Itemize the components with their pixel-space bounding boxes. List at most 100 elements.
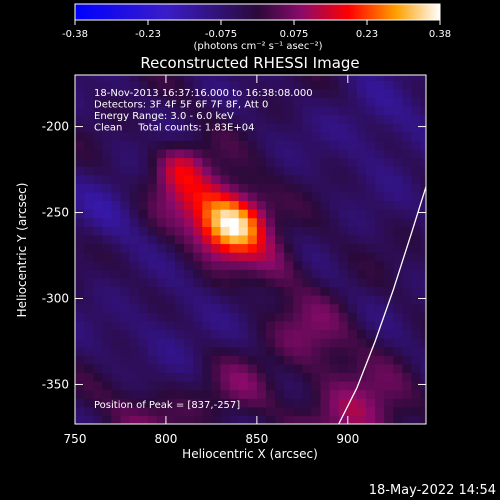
heatmap-cell <box>184 320 194 331</box>
heatmap-cell <box>111 389 122 399</box>
heatmap-cell <box>320 131 331 141</box>
heatmap-cell <box>156 80 167 90</box>
heatmap-cell <box>338 191 349 202</box>
heatmap-cell <box>165 338 176 348</box>
heatmap-cell <box>284 329 294 339</box>
heatmap-cell <box>129 372 140 382</box>
heatmap-cell <box>165 277 176 288</box>
heatmap-cell <box>202 80 212 90</box>
heatmap-cell <box>275 269 285 279</box>
heatmap-cell <box>147 131 158 141</box>
heatmap-cell <box>338 226 349 236</box>
heatmap-cell <box>84 381 94 391</box>
heatmap-cell <box>165 209 176 219</box>
heatmap-cell <box>365 174 376 184</box>
heatmap-cell <box>302 329 313 339</box>
heatmap-cell <box>420 269 426 279</box>
heatmap-cell <box>356 269 367 279</box>
heatmap-cell <box>375 131 385 141</box>
heatmap-cell <box>365 209 376 219</box>
heatmap-cell <box>384 260 394 270</box>
heatmap-cell <box>293 166 303 176</box>
heatmap-cell <box>347 346 358 356</box>
heatmap-cell <box>265 295 276 305</box>
heatmap-cell <box>393 166 403 176</box>
heatmap-cell <box>275 312 285 322</box>
heatmap-cell <box>193 183 203 193</box>
heatmap-cell <box>420 166 426 176</box>
heatmap-cell <box>356 260 367 270</box>
heatmap-cell <box>420 140 426 150</box>
heatmap-cell <box>147 174 158 184</box>
heatmap-cell <box>102 406 112 417</box>
heatmap-cell <box>138 209 149 219</box>
heatmap-cell <box>420 226 426 236</box>
heatmap-cell <box>120 209 131 219</box>
heatmap-cell <box>402 80 413 90</box>
heatmap-cell <box>202 398 212 408</box>
heatmap-cell <box>293 329 303 339</box>
heatmap-cell <box>84 286 94 296</box>
heatmap-cell <box>84 80 94 90</box>
heatmap-cell <box>256 114 267 124</box>
heatmap-cell <box>238 346 249 356</box>
heatmap-cell <box>365 277 376 288</box>
heatmap-cell <box>384 140 394 150</box>
heatmap-cell <box>156 312 167 322</box>
heatmap-cell <box>293 363 303 374</box>
heatmap-cell <box>120 252 131 262</box>
heatmap-cell <box>184 346 194 356</box>
heatmap-cell <box>165 355 176 365</box>
heatmap-cell <box>356 406 367 417</box>
heatmap-cell <box>238 200 249 210</box>
heatmap-cell <box>120 320 131 331</box>
heatmap-cell <box>293 381 303 391</box>
heatmap-cell <box>302 148 313 159</box>
heatmap-cell <box>375 389 385 399</box>
annotation-line: 18-Nov-2013 16:37:16.000 to 16:38:08.000 <box>94 88 313 99</box>
heatmap-cell <box>111 286 122 296</box>
heatmap-cell <box>347 406 358 417</box>
heatmap-cell <box>338 234 349 245</box>
heatmap-cell <box>138 174 149 184</box>
heatmap-cell <box>402 252 413 262</box>
heatmap-cell <box>175 131 185 141</box>
heatmap-cell <box>220 355 231 365</box>
heatmap-cell <box>238 329 249 339</box>
heatmap-cell <box>229 217 240 227</box>
heatmap-cell <box>284 415 294 424</box>
heatmap-cell <box>375 114 385 124</box>
heatmap-cell <box>129 320 140 331</box>
heatmap-cell <box>393 105 403 116</box>
heatmap-cell <box>184 277 194 288</box>
heatmap-cell <box>202 209 212 219</box>
heatmap-cell <box>175 312 185 322</box>
heatmap-cell <box>265 269 276 279</box>
heatmap-cell <box>129 338 140 348</box>
heatmap-cell <box>420 260 426 270</box>
heatmap-cell <box>138 75 149 81</box>
heatmap-cell <box>320 406 331 417</box>
heatmap-cell <box>129 217 140 227</box>
heatmap-cell <box>302 114 313 124</box>
heatmap-cell <box>365 157 376 167</box>
heatmap-cell <box>111 131 122 141</box>
heatmap-cell <box>156 114 167 124</box>
heatmap-cell <box>402 88 413 98</box>
heatmap-cell <box>338 140 349 150</box>
heatmap-cell <box>129 75 140 81</box>
heatmap-cell <box>120 114 131 124</box>
heatmap-cell <box>211 252 222 262</box>
heatmap-cell <box>293 277 303 288</box>
heatmap-cell <box>129 114 140 124</box>
heatmap-cell <box>202 320 212 331</box>
heatmap-cell <box>138 312 149 322</box>
heatmap-cell <box>220 406 231 417</box>
heatmap-cell <box>402 123 413 133</box>
heatmap-cell <box>111 191 122 202</box>
heatmap-cell <box>402 277 413 288</box>
heatmap-cell <box>265 381 276 391</box>
heatmap-cell <box>411 174 422 184</box>
heatmap-cell <box>120 88 131 98</box>
heatmap-cell <box>175 346 185 356</box>
